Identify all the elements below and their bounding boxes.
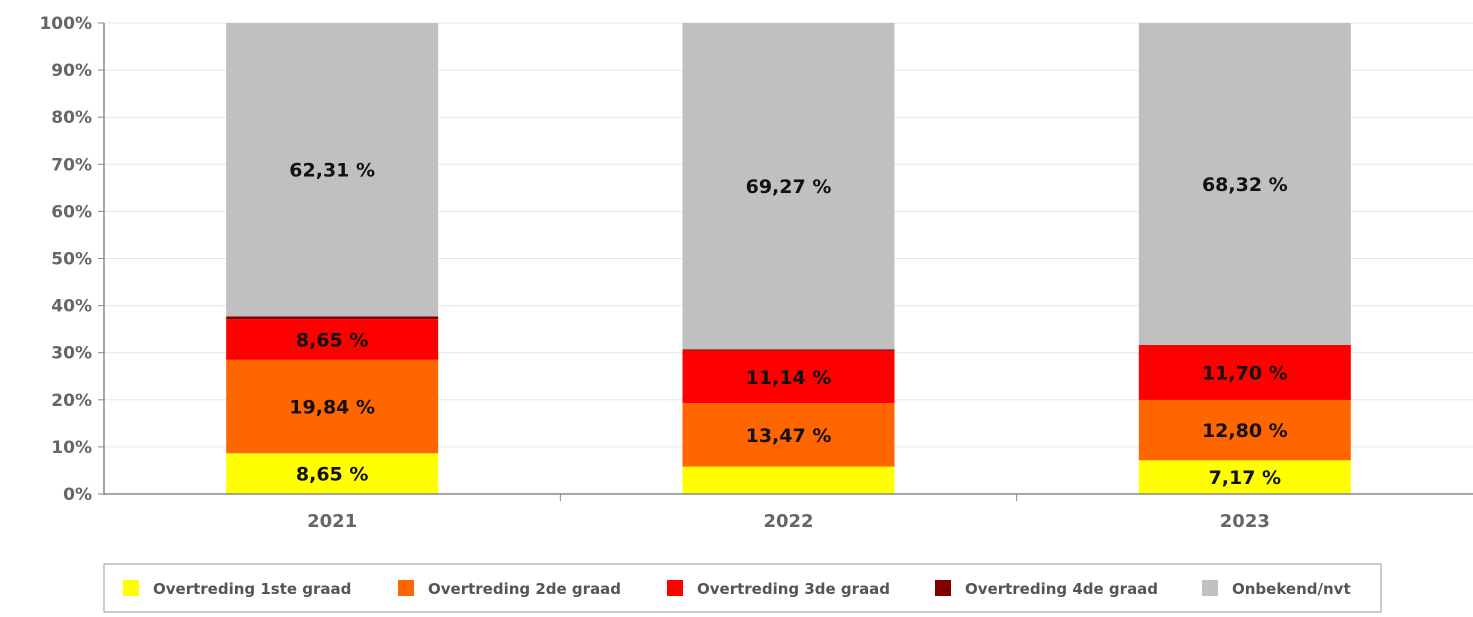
legend-swatch <box>398 580 414 596</box>
legend-label[interactable]: Overtreding 3de graad <box>697 580 890 598</box>
x-tick-labels: 2021 2022 2023 <box>307 511 1270 532</box>
bar-segment <box>1138 344 1351 400</box>
data-label: 11,14 % <box>746 367 832 389</box>
legend-swatch <box>667 580 683 596</box>
bar-segment <box>682 403 895 467</box>
y-tick-label: 70% <box>51 155 92 175</box>
y-tick-label: 0% <box>63 485 92 505</box>
bar-segment <box>1138 23 1351 345</box>
legend-label[interactable]: Overtreding 1ste graad <box>153 580 351 598</box>
data-label: 68,32 % <box>1202 174 1288 196</box>
legend-swatch <box>935 580 951 596</box>
y-tick-label: 10% <box>51 438 92 458</box>
bar-segment <box>226 359 439 454</box>
x-tick-label: 2023 <box>1220 511 1270 532</box>
y-tick-labels: 0% 10% 20% 30% 40% 50% 60% 70% 80% 90% 100% <box>39 14 92 505</box>
bar-segment <box>226 23 439 317</box>
data-label: 8,65 % <box>296 329 369 351</box>
bar-segment <box>226 453 439 494</box>
bars <box>226 23 1351 494</box>
legend: Overtreding 1ste graad Overtreding 2de gr… <box>103 563 1382 613</box>
y-tick-label: 90% <box>51 61 92 81</box>
y-tick-label: 40% <box>51 297 92 317</box>
data-labels: 8,65 % 19,84 % 8,65 % 62,31 % 13,47 % 11,14 %… <box>289 160 1287 489</box>
data-label: 11,70 % <box>1202 362 1288 384</box>
bar-segment <box>226 316 439 320</box>
data-label: 13,47 % <box>746 425 832 447</box>
legend-label[interactable]: Onbekend/nvt <box>1232 580 1351 598</box>
data-label: 69,27 % <box>746 176 832 198</box>
legend-label[interactable]: Overtreding 2de graad <box>428 580 621 598</box>
bar-segment <box>682 23 895 350</box>
data-label: 8,65 % <box>296 464 369 486</box>
legend-box <box>103 563 1382 613</box>
y-tick-label: 30% <box>51 344 92 364</box>
legend-swatch <box>123 580 139 596</box>
y-tick-label: 80% <box>51 108 92 128</box>
y-tick-label: 100% <box>39 14 92 34</box>
x-tick-label: 2022 <box>763 511 813 532</box>
bar-segment <box>682 466 895 494</box>
y-tick-label: 60% <box>51 202 92 222</box>
data-label: 12,80 % <box>1202 420 1288 442</box>
x-tick-label: 2021 <box>307 511 357 532</box>
axes <box>103 23 1473 501</box>
y-tick-label: 50% <box>51 250 92 270</box>
bar-segment <box>682 349 895 351</box>
legend-swatch <box>1202 580 1218 596</box>
bar-segment <box>682 350 895 404</box>
data-label: 7,17 % <box>1209 467 1282 489</box>
y-tick-label: 20% <box>51 391 92 411</box>
bar-segment <box>1138 399 1351 461</box>
legend-label[interactable]: Overtreding 4de graad <box>965 580 1158 598</box>
bar-segment <box>1138 460 1351 494</box>
data-label: 19,84 % <box>289 397 375 419</box>
bar-segment <box>226 319 439 360</box>
data-label: 62,31 % <box>289 160 375 182</box>
